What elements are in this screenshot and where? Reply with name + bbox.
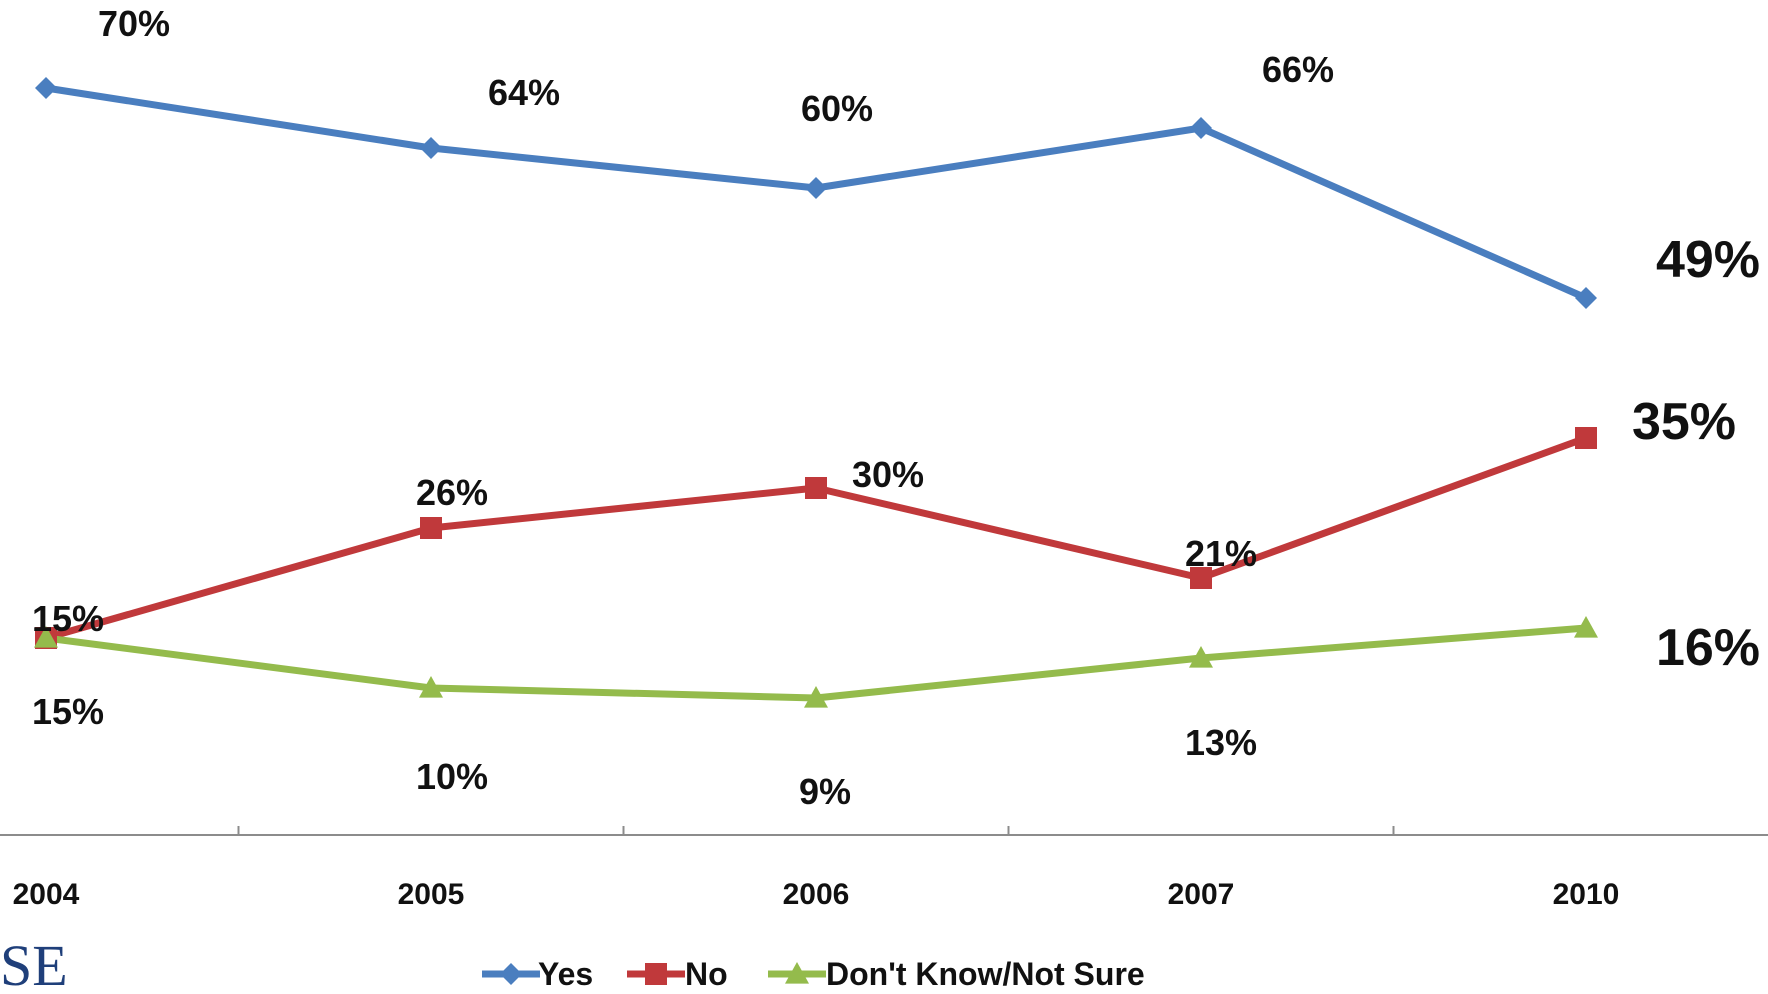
data-label-0-3: 66% bbox=[1262, 49, 1334, 90]
data-label-0-2: 60% bbox=[801, 88, 873, 129]
legend-marker-2 bbox=[785, 962, 809, 984]
legend-marker-0 bbox=[500, 963, 522, 985]
series-0-point-2 bbox=[805, 177, 827, 199]
series-markers bbox=[34, 77, 1598, 708]
data-label-2-3: 13% bbox=[1185, 722, 1257, 763]
series-2-point-4 bbox=[1574, 616, 1598, 638]
series-0-point-4 bbox=[1575, 287, 1597, 309]
series-0-point-3 bbox=[1190, 117, 1212, 139]
series-2-point-3 bbox=[1189, 646, 1213, 668]
series-1-point-3 bbox=[1190, 567, 1212, 589]
legend-label-0: Yes bbox=[538, 956, 593, 992]
x-tick-label-2007: 2007 bbox=[1168, 878, 1235, 911]
x-tick-label-2006: 2006 bbox=[783, 878, 850, 911]
data-label-1-4: 35% bbox=[1632, 393, 1736, 451]
data-label-1-3: 21% bbox=[1185, 533, 1257, 574]
data-label-1-1: 26% bbox=[416, 472, 488, 513]
data-label-2-0: 15% bbox=[32, 691, 104, 732]
series-1-point-1 bbox=[420, 517, 442, 539]
legend-label-2: Don't Know/Not Sure bbox=[826, 956, 1145, 992]
legend-marker-1 bbox=[645, 963, 667, 985]
logo: SE bbox=[0, 933, 68, 994]
series-1-point-4 bbox=[1575, 427, 1597, 449]
series-2-point-1 bbox=[419, 676, 443, 698]
series-0-point-0 bbox=[35, 77, 57, 99]
data-label-2-2: 9% bbox=[799, 771, 851, 812]
series-0-point-1 bbox=[420, 137, 442, 159]
series-1-point-2 bbox=[805, 477, 827, 499]
legend-label-1: No bbox=[685, 956, 728, 992]
series-2-point-0 bbox=[34, 626, 58, 648]
legend: Yes No Don't Know/Not Sure bbox=[482, 956, 1145, 992]
data-label-1-2: 30% bbox=[852, 454, 924, 495]
x-tick-label-2010: 2010 bbox=[1553, 878, 1620, 911]
data-label-2-4: 16% bbox=[1656, 619, 1760, 677]
data-label-0-0: 70% bbox=[98, 3, 170, 44]
data-label-0-1: 64% bbox=[488, 72, 560, 113]
series-line-1 bbox=[45, 434, 1588, 642]
data-label-0-4: 49% bbox=[1656, 231, 1760, 289]
series-2-point-2 bbox=[804, 686, 828, 708]
x-tick-label-2005: 2005 bbox=[398, 878, 465, 911]
x-axis: 2004 2005 2006 2007 2010 bbox=[0, 826, 1768, 911]
data-label-2-1: 10% bbox=[416, 756, 488, 797]
data-label-1-0: 15% bbox=[32, 598, 104, 639]
x-tick-label-2004: 2004 bbox=[13, 878, 80, 911]
data-labels: 70% 64% 60% 66% 49% 15% 26% 30% 21% 35% 15% 10% 9% 13… bbox=[32, 3, 1760, 812]
